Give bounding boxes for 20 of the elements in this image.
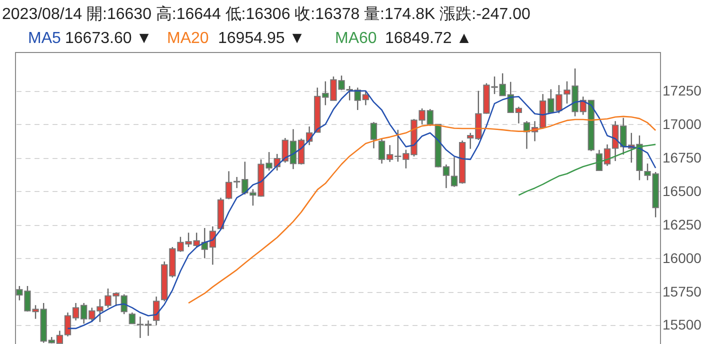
text: 16673.60 ▼ <box>65 30 152 47</box>
text: 16954.95 ▼ <box>218 30 306 47</box>
y-tick-label: 16000 <box>662 250 702 266</box>
y-tick-label: 16500 <box>662 182 702 199</box>
candlestick <box>128 312 136 324</box>
text: MA20 <box>167 30 209 47</box>
y-tick-label: 15750 <box>662 283 702 300</box>
y-tick-label: 17000 <box>662 116 702 132</box>
text: 16849.72 ▲ <box>385 30 472 47</box>
candlestick <box>153 296 160 326</box>
y-tick-label: 17250 <box>662 82 702 98</box>
candlestick <box>370 121 378 149</box>
y-tick-label: 16750 <box>662 149 702 166</box>
y-tick-label: 16250 <box>662 216 702 232</box>
y-tick-label: 15500 <box>662 316 702 333</box>
text: MA5 <box>28 30 61 47</box>
line-series <box>188 116 656 304</box>
chart-title: 2023/08/14 開:16630 高:16644 低:16306 收:16378 量:174.8K 漲跌:-247.00 <box>2 5 530 23</box>
line-series <box>518 144 656 196</box>
text: MA60 <box>335 30 377 47</box>
